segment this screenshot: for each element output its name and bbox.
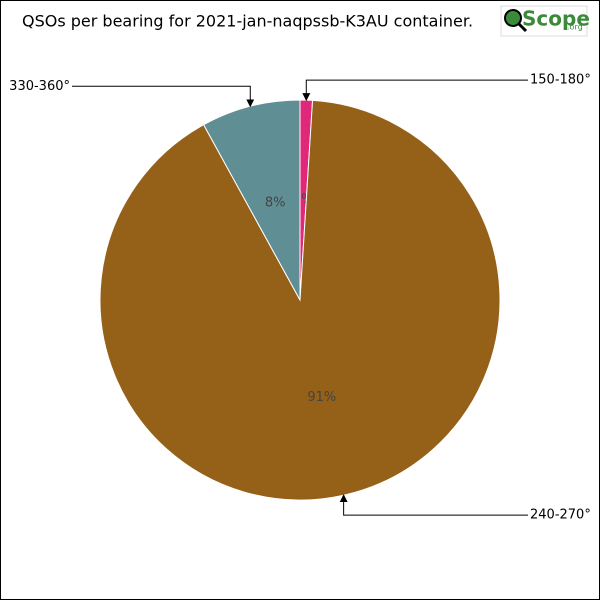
logo: Scope .org: [500, 5, 590, 37]
slice-label: 8%: [265, 196, 286, 211]
logo-suffix: .org: [567, 23, 583, 32]
logo-text: Scope: [522, 7, 590, 31]
callout-line: [339, 494, 528, 516]
callout-label: 240-270°: [530, 508, 591, 523]
chart-title: QSOs per bearing for 2021-jan-naqpssb-K3…: [22, 12, 473, 31]
callout-label: 150-180°: [530, 73, 591, 88]
logo-icon-handle: [517, 22, 528, 33]
slice-label: 91%: [307, 390, 336, 405]
callout-line: [72, 85, 255, 108]
logo-icon: [504, 9, 522, 27]
callout-line: [302, 79, 528, 102]
callout-label: 330-360°: [9, 79, 70, 94]
